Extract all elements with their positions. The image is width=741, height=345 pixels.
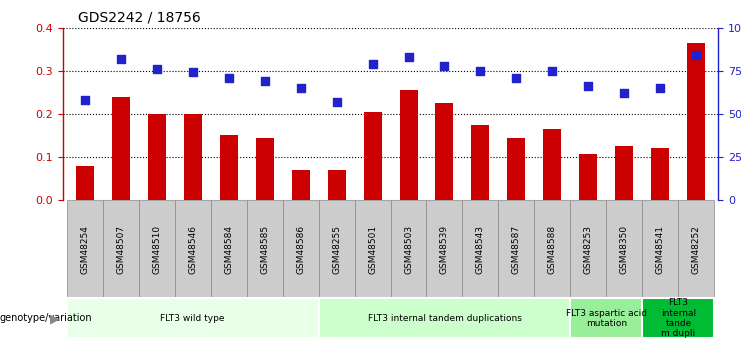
Bar (616, 146, 634, 200)
Text: GSM48501: GSM48501 (368, 225, 377, 274)
Point (330, 99, 342, 105)
Text: GSM48584: GSM48584 (224, 225, 233, 274)
Bar (112, 97, 130, 200)
Bar (328, 170, 345, 200)
Point (402, 54, 414, 60)
Text: GSM48539: GSM48539 (440, 225, 449, 274)
Bar (543, 129, 562, 200)
Text: GSM48510: GSM48510 (152, 225, 161, 274)
FancyBboxPatch shape (282, 200, 319, 298)
Point (654, 85, 666, 91)
FancyBboxPatch shape (534, 200, 571, 298)
Text: GSM48350: GSM48350 (620, 225, 629, 274)
FancyBboxPatch shape (210, 200, 247, 298)
FancyBboxPatch shape (319, 298, 571, 338)
Bar (471, 125, 490, 200)
Text: FLT3 wild type: FLT3 wild type (160, 314, 225, 323)
FancyBboxPatch shape (642, 298, 714, 338)
FancyBboxPatch shape (139, 200, 175, 298)
Text: GSM48253: GSM48253 (584, 225, 593, 274)
FancyBboxPatch shape (319, 200, 354, 298)
FancyBboxPatch shape (679, 200, 714, 298)
Text: GSM48588: GSM48588 (548, 225, 557, 274)
FancyBboxPatch shape (102, 200, 139, 298)
Bar (184, 114, 202, 200)
Point (115, 56, 127, 61)
Point (79, 97, 90, 103)
Bar (688, 43, 705, 200)
Point (439, 63, 451, 68)
FancyBboxPatch shape (67, 298, 319, 338)
Text: GSM48503: GSM48503 (404, 225, 413, 274)
FancyBboxPatch shape (175, 200, 210, 298)
Bar (291, 170, 310, 200)
Bar (76, 166, 93, 200)
Text: FLT3 internal tandem duplications: FLT3 internal tandem duplications (368, 314, 522, 323)
Text: GSM48252: GSM48252 (692, 225, 701, 274)
Text: GSM48543: GSM48543 (476, 225, 485, 274)
Point (474, 68, 486, 73)
FancyBboxPatch shape (427, 200, 462, 298)
Text: GSM48255: GSM48255 (332, 225, 341, 274)
FancyBboxPatch shape (67, 200, 102, 298)
Bar (256, 138, 273, 200)
Bar (508, 138, 525, 200)
FancyBboxPatch shape (354, 200, 391, 298)
Text: GSM48587: GSM48587 (512, 225, 521, 274)
Text: GDS2242 / 18756: GDS2242 / 18756 (78, 10, 201, 24)
Point (150, 66, 162, 72)
Bar (436, 103, 453, 200)
Point (259, 78, 270, 84)
Bar (219, 136, 238, 200)
FancyBboxPatch shape (571, 298, 642, 338)
FancyBboxPatch shape (571, 200, 606, 298)
Text: GSM48254: GSM48254 (80, 225, 89, 274)
Text: FLT3
internal
tande
m dupli: FLT3 internal tande m dupli (661, 298, 696, 338)
Text: genotype/variation: genotype/variation (0, 314, 93, 323)
Text: GSM48507: GSM48507 (116, 225, 125, 274)
FancyBboxPatch shape (499, 200, 534, 298)
Point (511, 75, 522, 80)
FancyBboxPatch shape (642, 200, 679, 298)
Text: GSM48585: GSM48585 (260, 225, 269, 274)
Bar (651, 148, 669, 200)
Point (619, 90, 631, 96)
Text: GSM48546: GSM48546 (188, 225, 197, 274)
Text: GSM48541: GSM48541 (656, 225, 665, 274)
Bar (364, 112, 382, 200)
Text: GSM48586: GSM48586 (296, 225, 305, 274)
Bar (147, 114, 165, 200)
Point (582, 83, 594, 89)
FancyBboxPatch shape (606, 200, 642, 298)
FancyBboxPatch shape (391, 200, 427, 298)
Point (187, 70, 199, 75)
Point (547, 68, 559, 73)
FancyBboxPatch shape (462, 200, 499, 298)
Bar (579, 154, 597, 200)
Point (691, 52, 702, 58)
Point (222, 75, 234, 80)
Text: FLT3 aspartic acid
mutation: FLT3 aspartic acid mutation (566, 308, 647, 328)
Text: ▶: ▶ (50, 312, 59, 325)
FancyBboxPatch shape (247, 200, 282, 298)
Bar (399, 90, 417, 200)
Point (295, 85, 307, 91)
Point (367, 61, 379, 67)
